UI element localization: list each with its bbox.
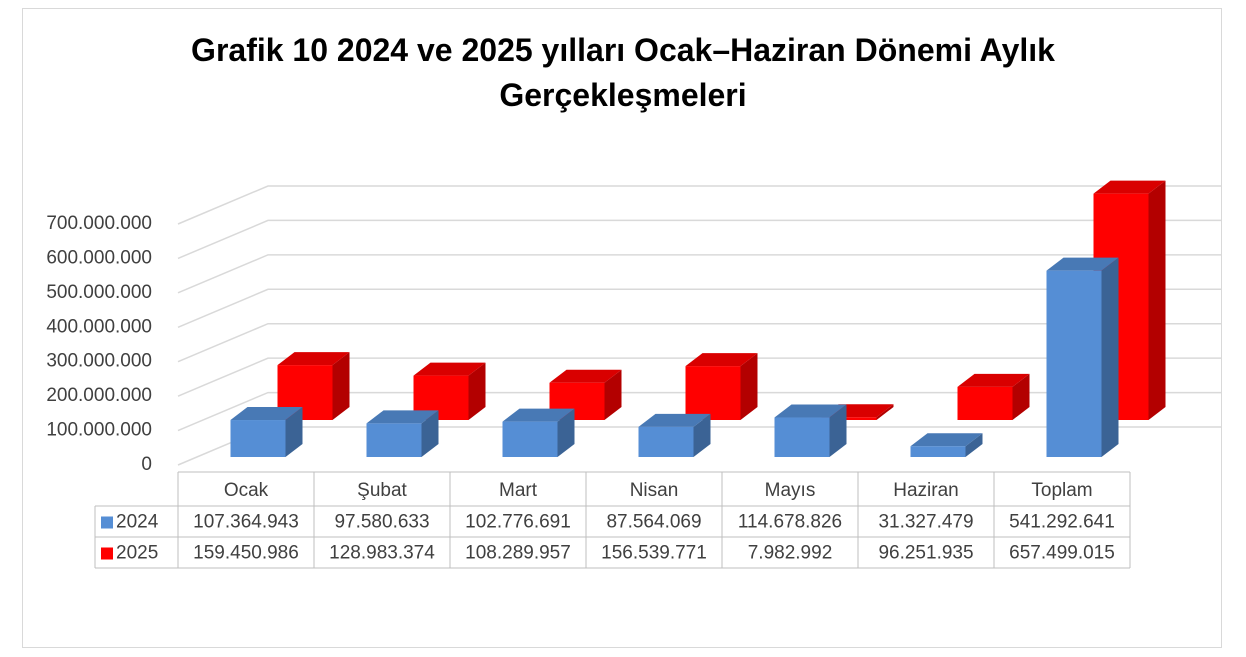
bar-side	[1101, 257, 1119, 457]
bar-side	[965, 433, 983, 457]
bar-front	[1046, 270, 1102, 457]
bar-front	[638, 426, 694, 457]
data-label: 31.327.479	[878, 512, 973, 533]
data-label: 156.539.771	[601, 543, 707, 564]
data-label: 96.251.935	[878, 543, 973, 564]
bar-top	[277, 352, 350, 366]
bar-front	[502, 421, 558, 457]
chart-frame	[22, 8, 1222, 648]
y-tick-label: 0	[141, 454, 152, 475]
bar	[230, 407, 303, 457]
data-label: 102.776.691	[465, 512, 571, 533]
x-tick-label: Nisan	[630, 480, 679, 501]
data-label: 159.450.986	[193, 543, 299, 564]
legend-label: 2024	[116, 512, 159, 533]
x-tick-label: Toplam	[1031, 480, 1092, 501]
bar-side	[468, 362, 486, 420]
data-label: 107.364.943	[193, 512, 299, 533]
bar	[638, 413, 711, 457]
y-tick-label: 400.000.000	[46, 316, 152, 337]
data-label: 114.678.826	[738, 512, 842, 533]
legend-label: 2025	[116, 543, 158, 564]
data-label: 541.292.641	[1009, 512, 1115, 533]
bar-front	[910, 446, 966, 457]
grid-line	[177, 219, 1222, 260]
bar	[957, 373, 1030, 420]
bar-top	[685, 353, 758, 367]
data-label: 97.580.633	[334, 512, 429, 533]
bar-side	[1012, 373, 1030, 420]
legend-swatch	[101, 547, 113, 560]
bar-front	[366, 423, 422, 457]
x-tick-label: Ocak	[224, 480, 269, 501]
y-tick-label: 300.000.000	[46, 351, 152, 372]
y-tick-label: 500.000.000	[46, 282, 152, 303]
grid-line	[177, 391, 1222, 432]
bar	[774, 404, 847, 457]
bar-front	[957, 386, 1013, 420]
x-tick-label: Mayıs	[765, 480, 816, 501]
bar-front	[230, 420, 286, 457]
bar-side	[604, 369, 622, 420]
chart-title: Grafik 10 2024 ve 2025 yılları Ocak–Hazi…	[191, 32, 1055, 113]
bar-side	[332, 352, 350, 420]
bar-top	[230, 407, 303, 421]
bar	[910, 433, 983, 457]
bar-top	[413, 362, 486, 376]
bar-front	[685, 366, 741, 420]
bar-side	[876, 404, 894, 420]
bar	[1046, 257, 1119, 457]
bar-top	[957, 373, 1030, 387]
grid-line	[177, 254, 1222, 294]
bar-front	[774, 417, 830, 457]
bar-top	[774, 404, 847, 418]
x-tick-label: Mart	[499, 480, 538, 501]
x-tick-label: Şubat	[357, 480, 407, 501]
bar-top	[1093, 180, 1166, 194]
bar-top	[1046, 257, 1119, 271]
bar	[502, 408, 575, 457]
bar	[366, 410, 439, 457]
legend-swatch	[101, 516, 113, 529]
y-tick-label: 100.000.000	[46, 420, 152, 441]
bar-side	[740, 353, 758, 420]
y-tick-label: 600.000.000	[46, 247, 152, 268]
grid-line	[177, 322, 1222, 363]
bar-side	[421, 410, 439, 457]
data-label: 87.564.069	[606, 512, 701, 533]
bar-side	[693, 413, 711, 457]
bar	[413, 362, 486, 420]
bar-side	[829, 404, 847, 457]
y-tick-label: 200.000.000	[46, 385, 152, 406]
bar-side	[1148, 180, 1166, 420]
grid-line	[177, 288, 1222, 328]
bar-side	[557, 408, 575, 457]
data-label: 108.289.957	[465, 543, 571, 564]
bar-front	[821, 417, 877, 420]
y-tick-label: 700.000.000	[46, 213, 152, 234]
x-tick-label: Haziran	[893, 480, 958, 501]
bar-top	[638, 413, 711, 427]
data-label: 657.499.015	[1009, 543, 1115, 564]
grid-line	[177, 185, 1222, 225]
data-label: 7.982.992	[748, 543, 833, 564]
bar-top	[549, 369, 622, 383]
bar-top	[502, 408, 575, 422]
bar-top	[366, 410, 439, 424]
data-label: 128.983.374	[329, 543, 435, 564]
bar-top	[910, 433, 983, 447]
bar	[685, 353, 758, 420]
bar-side	[285, 407, 303, 457]
grid-line	[177, 357, 1222, 397]
